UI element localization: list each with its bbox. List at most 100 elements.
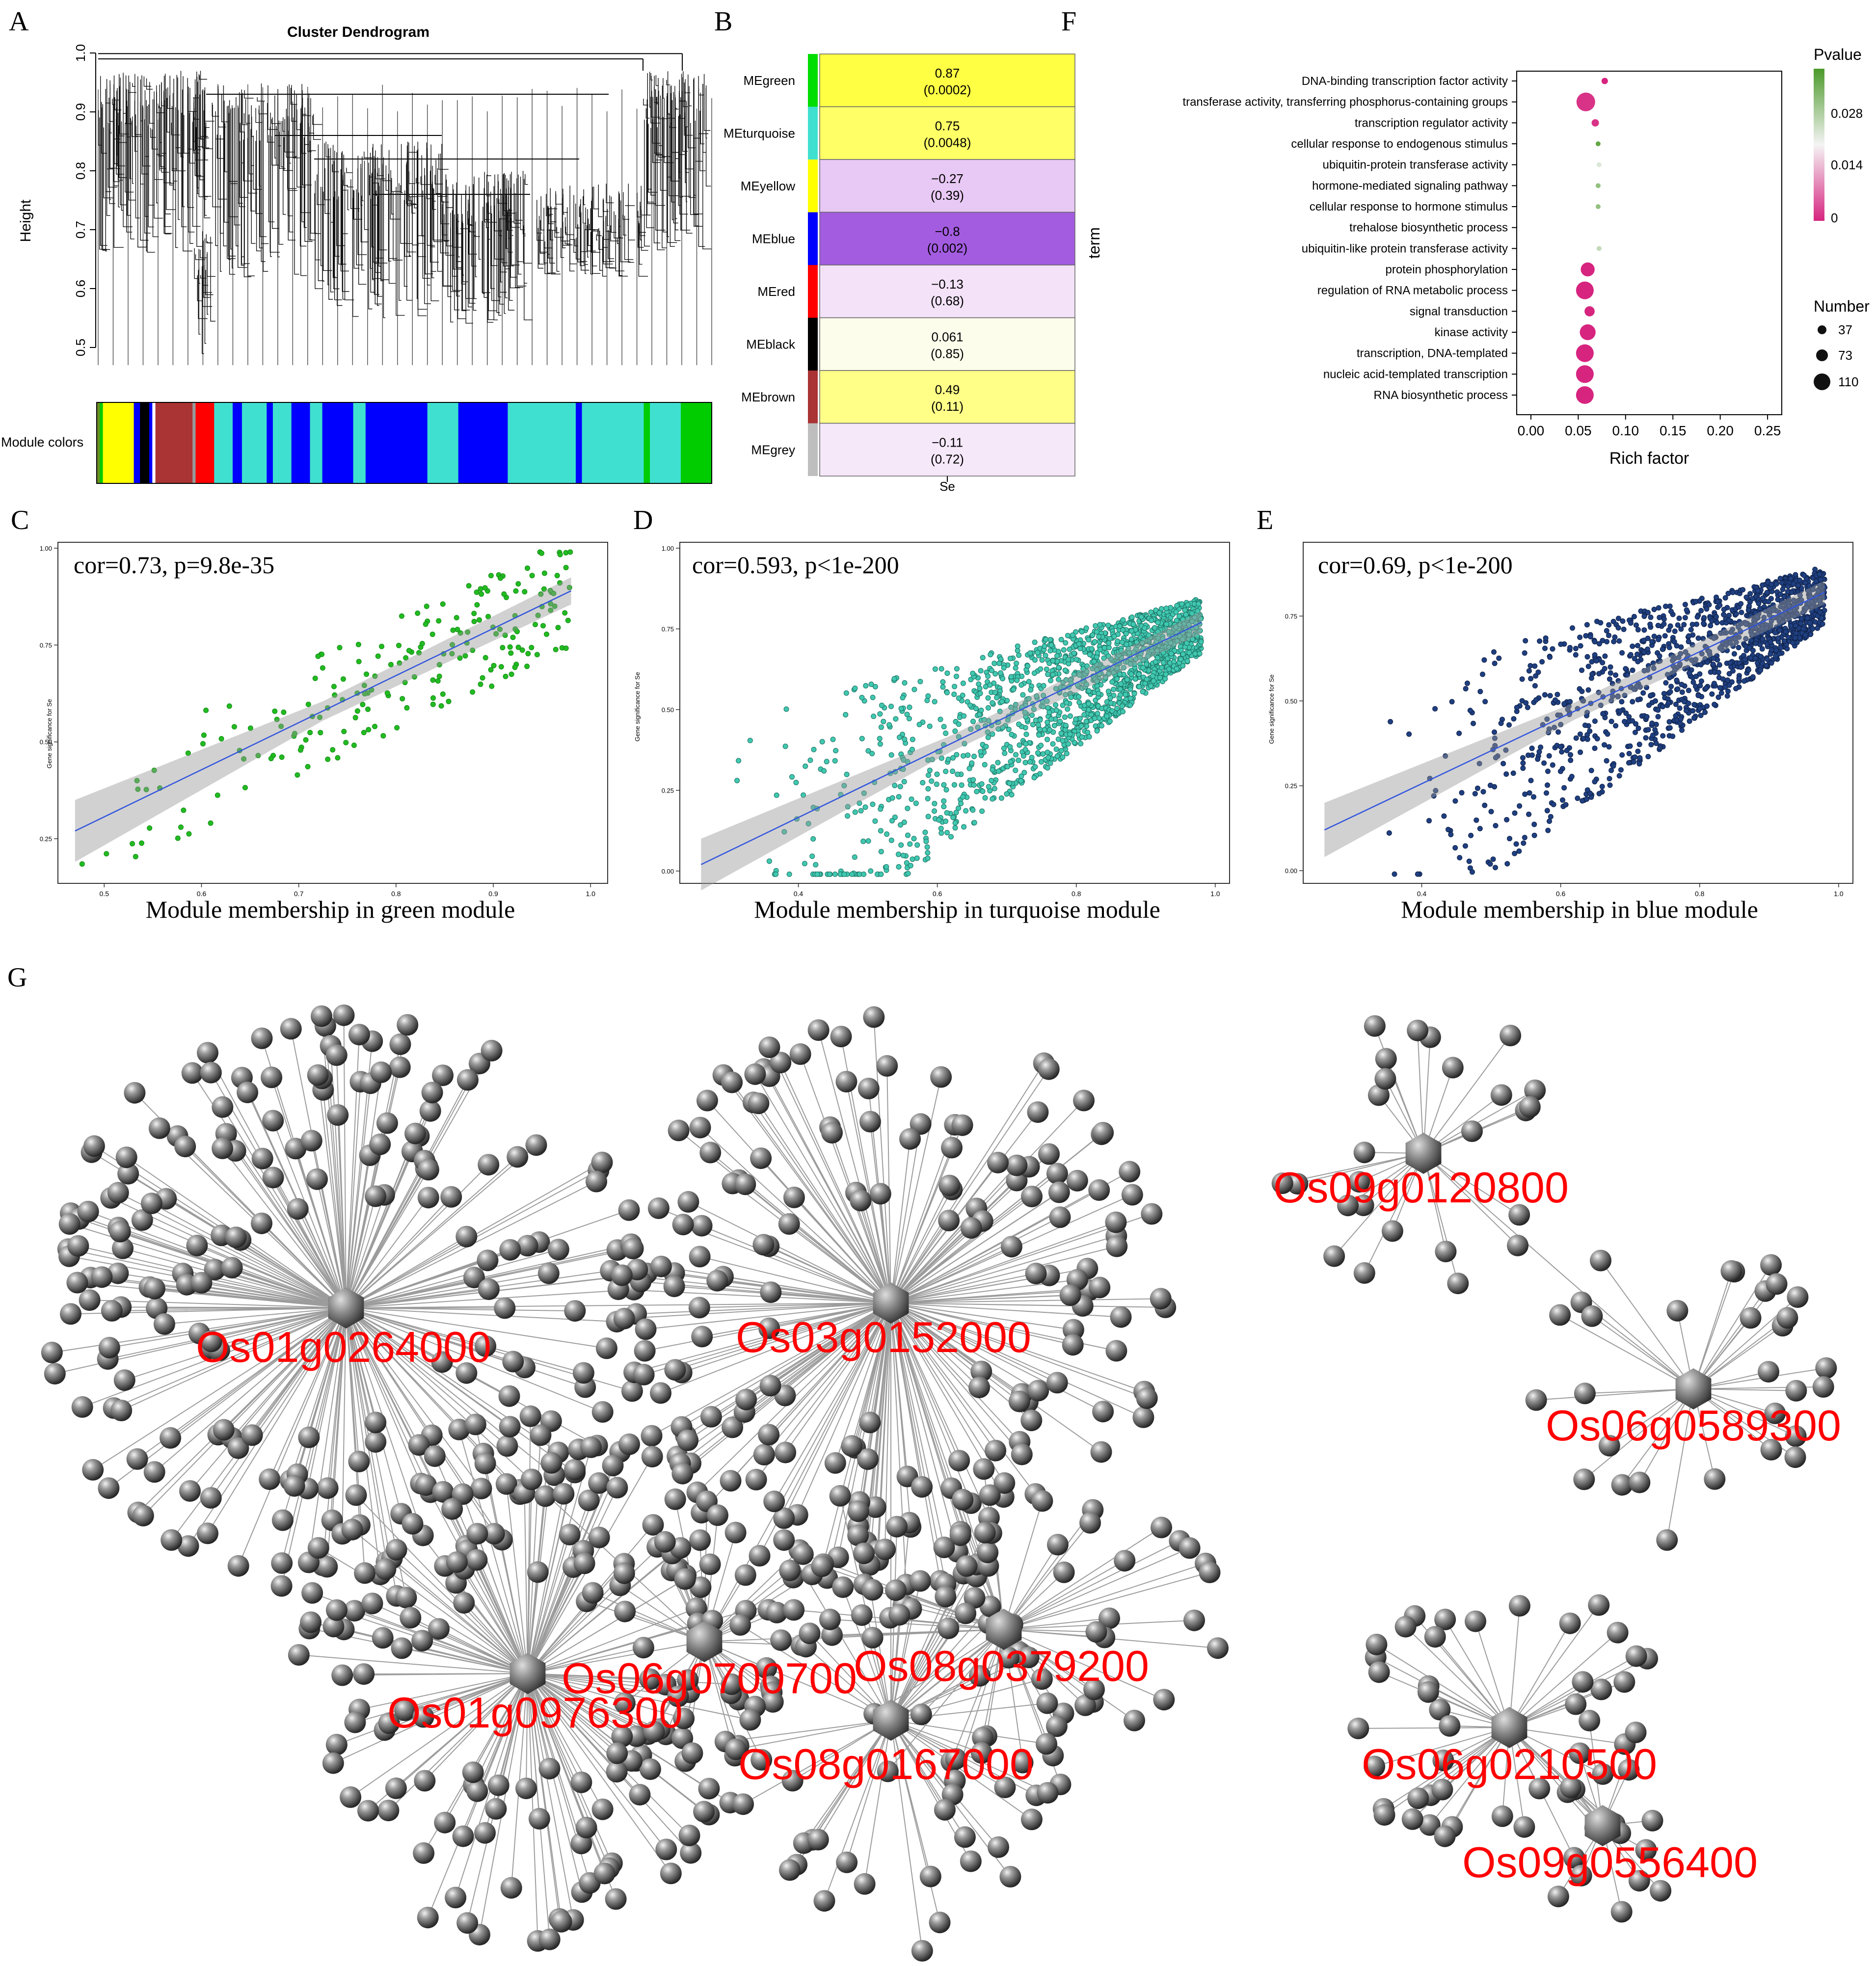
scatter-point: [1079, 735, 1084, 740]
scatter-point: [1481, 789, 1486, 794]
scatter-point: [1607, 776, 1612, 781]
scatter-point: [1095, 684, 1099, 689]
scatter-point: [1104, 714, 1109, 718]
leaf-node: [952, 1489, 973, 1511]
scatter-point: [1649, 742, 1654, 747]
leaf-node: [899, 1128, 921, 1150]
scatter-point: [1768, 639, 1773, 644]
scatter-point: [1642, 628, 1647, 633]
scatter-point: [1048, 761, 1053, 766]
scatter-point: [337, 645, 342, 650]
scatter-point: [898, 823, 903, 827]
scatter-point: [1062, 715, 1067, 719]
scatter-point: [1002, 746, 1007, 751]
leaf-node: [698, 1778, 720, 1800]
scatter-point: [1742, 679, 1747, 684]
scatter-point: [1052, 723, 1057, 728]
scatter-point: [563, 646, 568, 651]
scatter-point: [335, 755, 340, 760]
leaf-node: [402, 1513, 424, 1535]
scatter-point: [1149, 618, 1154, 623]
leaf-node: [346, 1485, 367, 1506]
scatter-point: [364, 672, 369, 677]
scatter-point: [989, 668, 994, 673]
panel-b-letter: B: [714, 6, 732, 37]
scatter-point: [1691, 716, 1696, 720]
leaf-node: [618, 1199, 640, 1221]
leaf-node: [446, 1551, 468, 1573]
scatter-point: [1635, 659, 1640, 664]
scatter-point: [1736, 645, 1741, 650]
scatter-point: [1511, 771, 1516, 776]
scatter-point: [1082, 713, 1087, 717]
leaf-node: [758, 1036, 780, 1058]
scatter-point: [1779, 580, 1784, 585]
scatter-point: [1696, 693, 1701, 698]
scatter-point: [1118, 692, 1123, 697]
scatter-point: [1150, 674, 1155, 679]
scatter-point: [1739, 601, 1743, 606]
leaf-node: [200, 1062, 222, 1084]
module-swatch: [808, 318, 818, 371]
scatter-point: [553, 647, 558, 652]
scatter-point: [1574, 736, 1579, 741]
scatter-point: [1725, 678, 1730, 683]
leaf-node: [174, 1136, 196, 1157]
scatter-point: [977, 686, 982, 691]
leaf-node: [640, 1758, 661, 1780]
scatter-point: [1001, 665, 1006, 670]
leaf-node: [342, 1519, 363, 1541]
scatter-point: [1473, 791, 1477, 796]
scatter-point: [1018, 778, 1023, 783]
scatter-point: [868, 869, 873, 874]
scatter-point: [1585, 737, 1590, 742]
scatter-point: [1488, 862, 1493, 867]
scatter-point: [1058, 719, 1063, 724]
leaf-node: [418, 1159, 439, 1180]
scatter-point: [1089, 646, 1094, 651]
leaf-node: [862, 1579, 884, 1601]
scatter-point: [1026, 679, 1031, 684]
scatter-point: [980, 789, 985, 794]
leaf-node: [160, 1427, 181, 1449]
leaf-node: [1613, 1671, 1635, 1693]
scatter-point: [1580, 689, 1584, 694]
scatter-point: [1720, 677, 1725, 682]
scatter-point: [926, 773, 931, 778]
scatter-point: [1607, 622, 1611, 627]
leaf-node: [1183, 1610, 1205, 1631]
scatter-point: [1758, 654, 1763, 659]
scatter-point: [1698, 713, 1703, 718]
scatter-point: [1137, 684, 1142, 689]
term-label: ubiquitin-like protein transferase activ…: [1302, 242, 1508, 255]
scatter-point: [1097, 634, 1101, 639]
scatter-point: [436, 618, 441, 623]
panel-g: G Os01g0264000 Os03g0152000Os09g0120800Os…: [7, 962, 1841, 1962]
heatmap-cell: [820, 213, 1075, 266]
scatter-point: [1068, 732, 1072, 737]
scatter-point: [925, 845, 930, 850]
scatter-point: [993, 690, 998, 695]
scatter-point: [896, 864, 901, 869]
scatter-point: [1607, 633, 1611, 638]
scatter-point: [950, 769, 955, 774]
scatter-point: [1701, 621, 1706, 626]
leaf-node: [635, 1318, 657, 1340]
leaf-node: [960, 1851, 982, 1872]
module-swatch: [808, 159, 818, 213]
leaf-node: [749, 1545, 771, 1567]
leaf-node: [859, 1412, 881, 1434]
scatter-point: [1810, 626, 1815, 631]
scatter-point: [787, 872, 792, 877]
leaf-node: [99, 1337, 120, 1358]
scatter-point: [1106, 645, 1111, 650]
leaf-node: [333, 1005, 355, 1026]
scatter-point: [906, 833, 911, 838]
leaf-node: [389, 1034, 411, 1055]
scatter-point: [1392, 872, 1397, 877]
leaf-node: [586, 1171, 607, 1193]
scatter-point: [1708, 623, 1713, 628]
scatter-point: [1699, 679, 1704, 684]
scatter-point: [944, 787, 949, 792]
scatter-point: [1086, 638, 1091, 642]
